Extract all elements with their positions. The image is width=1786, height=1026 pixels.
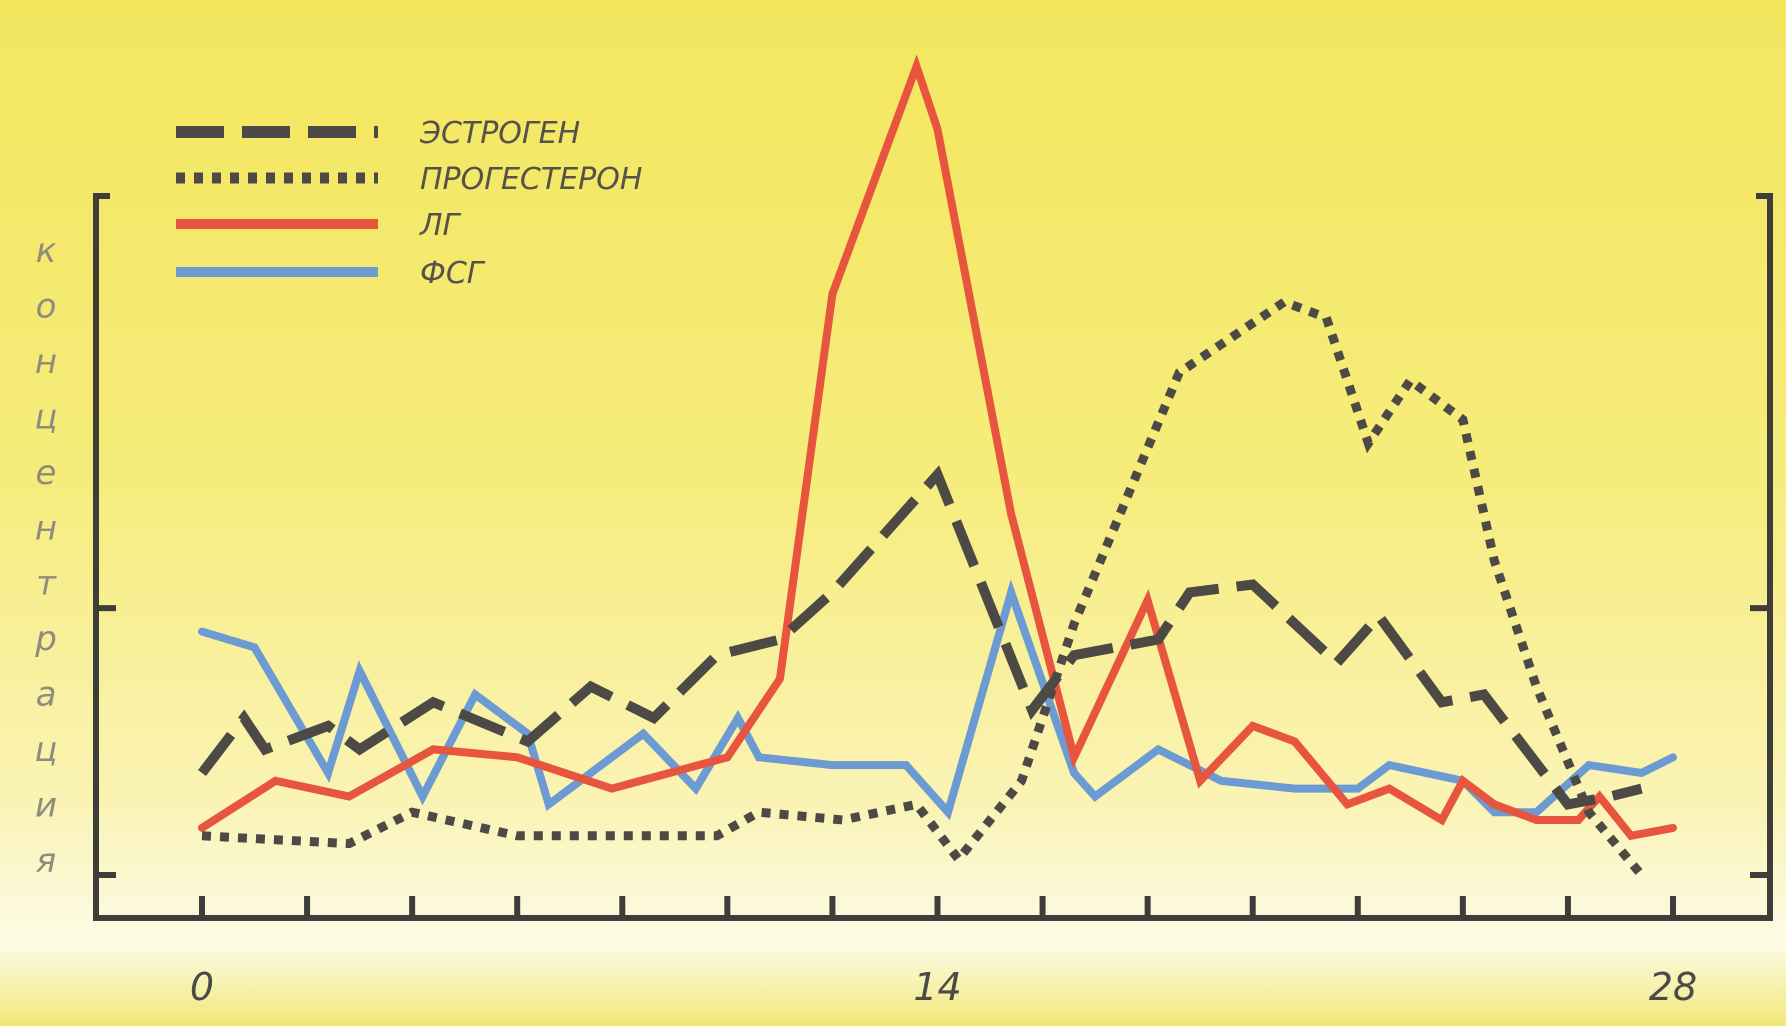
y-axis-label-letter: и	[35, 786, 57, 826]
y-axis-label-letter: о	[36, 286, 57, 326]
legend-label: ПРОГЕСТЕРОН	[420, 162, 642, 197]
y-axis-label-letter: н	[35, 508, 57, 548]
legend: ЭСТРОГЕН ПРОГЕСТЕРОН ЛГ ФСГ	[176, 116, 642, 291]
y-axis-label-letter: ц	[34, 730, 57, 770]
x-tick-label: 0	[190, 965, 214, 1009]
series-line-2	[201, 296, 1645, 878]
x-tick-label: 14	[913, 965, 961, 1009]
y-axis-label-letter: я	[36, 841, 56, 881]
x-tick-labels: 0 14 28	[190, 965, 1697, 1009]
plot-frame	[93, 193, 1773, 921]
series-line-3	[198, 54, 1677, 841]
legend-label: ЛГ	[419, 208, 462, 243]
y-axis-label-letter: р	[34, 619, 57, 659]
y-axis-label-letter: т	[36, 564, 57, 604]
plot-border	[93, 193, 1773, 921]
x-tick-label: 28	[1649, 965, 1697, 1009]
series-line-1	[198, 465, 1643, 810]
y-axis-label-letter: ц	[34, 397, 57, 437]
legend-label: ЭСТРОГЕН	[419, 116, 580, 151]
series-lines	[198, 54, 1677, 878]
y-axis-label-letter: к	[36, 231, 57, 271]
y-axis-label-letter: е	[36, 453, 57, 493]
legend-label: ФСГ	[420, 256, 486, 291]
axis-ticks	[96, 605, 1770, 918]
y-axis-label-letter: а	[36, 675, 57, 715]
y-axis-label-letter: н	[35, 342, 57, 382]
